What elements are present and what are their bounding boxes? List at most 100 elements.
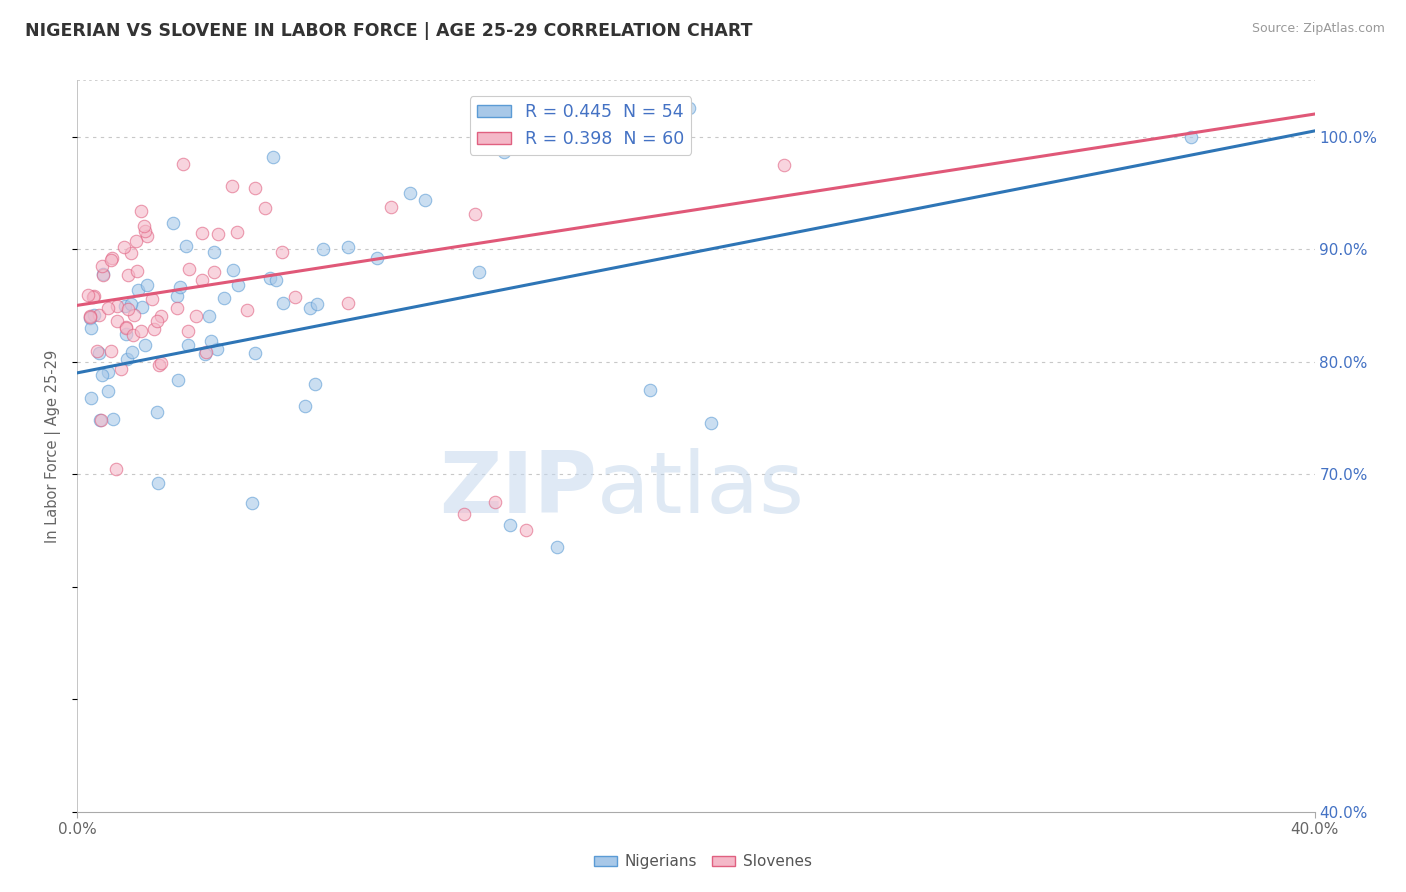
Point (1180, 129, 1202, 144)
Point (83, 308, 105, 322)
Point (150, 356, 173, 370)
Point (105, 314, 128, 328)
Text: Source: ZipAtlas.com: Source: ZipAtlas.com (1251, 22, 1385, 36)
Point (259, 271, 281, 285)
Point (105, 299, 128, 313)
Point (262, 150, 284, 164)
Point (380, 200, 402, 214)
Point (200, 334, 222, 348)
Point (120, 245, 142, 260)
Point (271, 295, 294, 310)
Point (82, 290, 104, 304)
Point (678, 101, 700, 115)
Legend: Nigerians, Slovenes: Nigerians, Slovenes (588, 848, 818, 875)
Point (336, 240, 359, 254)
Point (77, 288, 100, 302)
Point (166, 301, 188, 316)
Point (194, 347, 217, 361)
Point (464, 206, 486, 220)
Point (87, 346, 110, 360)
Point (212, 291, 235, 305)
Point (80, 321, 103, 335)
Point (134, 224, 156, 238)
Point (115, 321, 138, 335)
Point (284, 290, 307, 304)
Point (97, 301, 120, 315)
Point (184, 309, 207, 323)
Point (515, 524, 537, 538)
Point (700, 417, 723, 431)
Text: ZIP: ZIP (439, 449, 598, 532)
Point (266, 272, 288, 286)
Point (226, 225, 249, 239)
Point (79, 391, 101, 405)
Point (100, 344, 122, 359)
Point (87, 308, 110, 322)
Point (499, 517, 522, 532)
Point (468, 265, 491, 279)
Point (115, 351, 138, 366)
Point (299, 301, 322, 315)
Point (773, 158, 796, 172)
Text: atlas: atlas (598, 449, 806, 532)
Point (115, 327, 138, 342)
Point (86, 344, 108, 359)
Point (145, 405, 167, 419)
Point (198, 309, 221, 323)
Point (177, 324, 200, 338)
Point (131, 300, 153, 314)
Point (453, 507, 475, 521)
Point (91, 368, 114, 382)
Point (202, 245, 225, 260)
Point (143, 322, 166, 336)
Point (305, 297, 328, 311)
Point (222, 262, 245, 277)
Point (148, 476, 170, 491)
Point (115, 320, 138, 334)
Point (399, 186, 422, 201)
Point (90, 412, 112, 426)
Point (125, 234, 148, 248)
Point (127, 283, 149, 297)
Point (112, 240, 135, 254)
Point (294, 399, 316, 413)
Point (245, 181, 267, 195)
Point (304, 376, 326, 391)
Point (110, 361, 132, 376)
Point (195, 345, 218, 359)
Point (83, 289, 105, 303)
Point (79, 309, 101, 323)
Point (122, 328, 145, 343)
Point (177, 337, 200, 351)
Point (312, 243, 335, 257)
Y-axis label: In Labor Force | Age 25-29: In Labor Force | Age 25-29 (45, 350, 62, 542)
Point (135, 229, 157, 244)
Point (90, 259, 112, 273)
Point (97, 365, 120, 379)
Point (546, 541, 568, 555)
Point (336, 296, 359, 310)
Point (494, 145, 516, 159)
Point (191, 273, 214, 287)
Point (117, 301, 139, 316)
Point (117, 268, 139, 283)
Point (413, 193, 436, 207)
Point (166, 289, 188, 303)
Point (146, 314, 169, 328)
Point (114, 299, 136, 313)
Point (135, 278, 157, 293)
Point (79, 311, 101, 326)
Point (120, 296, 142, 310)
Point (177, 261, 200, 276)
Point (129, 203, 152, 218)
Point (79, 310, 101, 325)
Point (254, 202, 277, 216)
Point (149, 309, 172, 323)
Point (104, 461, 127, 475)
Point (141, 292, 163, 306)
Point (240, 496, 263, 510)
Point (121, 344, 143, 359)
Point (172, 157, 194, 171)
Point (166, 373, 188, 387)
Text: NIGERIAN VS SLOVENE IN LABOR FORCE | AGE 25-29 CORRELATION CHART: NIGERIAN VS SLOVENE IN LABOR FORCE | AGE… (25, 22, 752, 40)
